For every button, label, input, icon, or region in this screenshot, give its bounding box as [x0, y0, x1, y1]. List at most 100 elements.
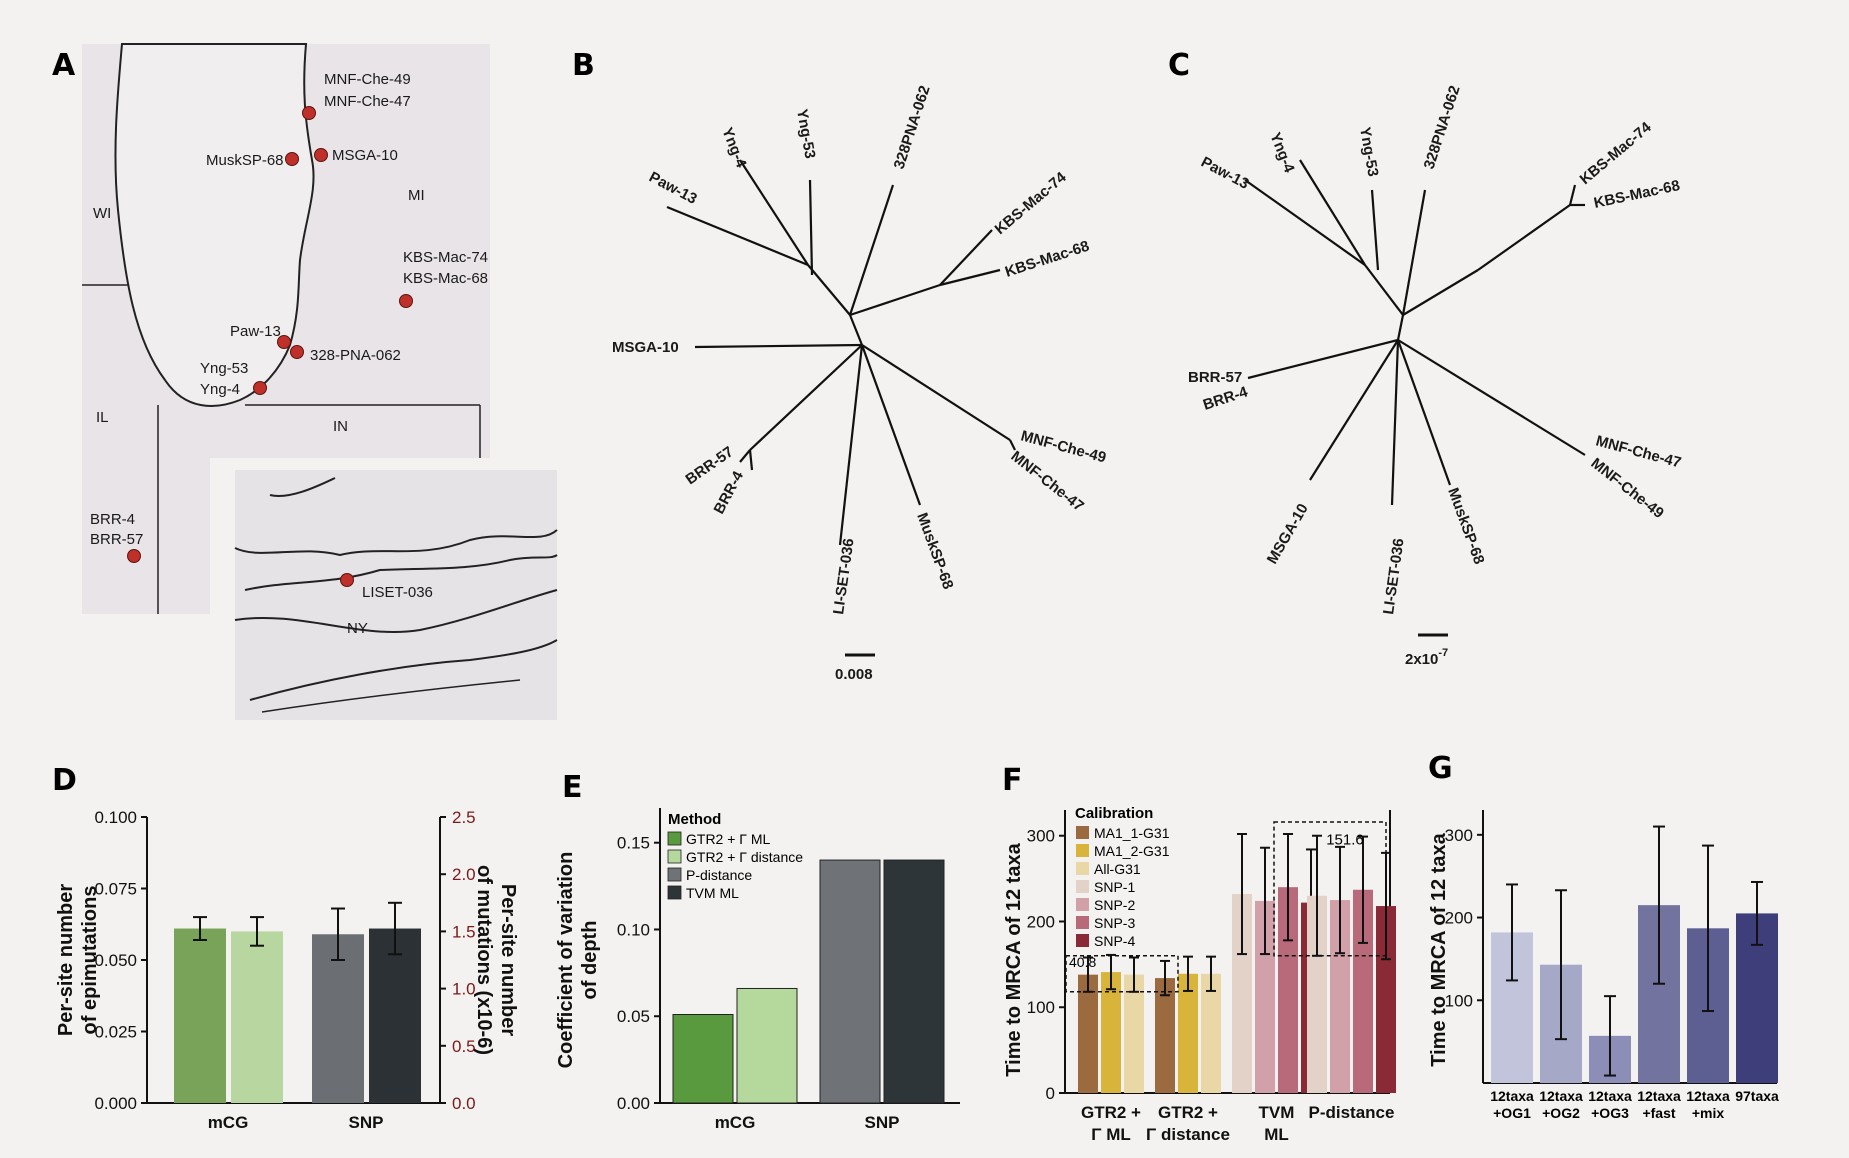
panel-letter-a: A: [52, 48, 76, 83]
legend-swatch: [1076, 898, 1089, 911]
y-tick-label-right: 0.0: [452, 1094, 476, 1113]
y-tick-label: 100: [1027, 998, 1055, 1017]
legend-label: All-G31: [1094, 861, 1141, 877]
y-tick-label: 0.10: [617, 920, 650, 939]
phylogeny-tree-b: [666, 159, 1016, 657]
legend-swatch: [1076, 934, 1089, 947]
tree-c-tip: MuskSP-68: [1444, 486, 1487, 567]
bar: [1078, 974, 1098, 1093]
y-tick-label-right: 1.5: [452, 922, 476, 941]
bar: [369, 928, 421, 1103]
chart-e: 0.00 0.05 0.10 0.15 mCG SNP Method GTR2 + Γ ML G…: [555, 808, 960, 1132]
map-site-msga: MSGA-10: [314, 147, 398, 164]
panel-letter-c: C: [1168, 48, 1190, 83]
legend-label: P-distance: [686, 867, 752, 883]
y-tick-label: 300: [1027, 827, 1055, 846]
legend-label: TVM ML: [686, 885, 739, 901]
tree-c-tip: KBS-Mac-74: [1577, 118, 1655, 188]
svg-text:MSGA-10: MSGA-10: [332, 147, 398, 164]
map-site-yng: Yng-53 Yng-4: [200, 360, 267, 398]
y-axis-title: Time to MRCA of 12 taxa: [1003, 842, 1025, 1076]
legend-swatch: [1076, 880, 1089, 893]
legend-swatch: [1076, 916, 1089, 929]
map-site-328pna: 328-PNA-062: [290, 345, 401, 364]
ny-inset: [235, 470, 557, 720]
tree-b-tip: Yng-53: [793, 108, 818, 160]
map-site-liset: LISET-036: [340, 573, 433, 601]
y-tick-label: 200: [1445, 909, 1473, 928]
bar: [1155, 978, 1175, 1093]
x-tick-label: TVM ML: [1259, 1103, 1295, 1144]
x-tick-label: 12taxa +mix: [1686, 1088, 1730, 1121]
svg-text:BRR-57: BRR-57: [90, 531, 143, 548]
svg-text:KBS-Mac-74: KBS-Mac-74: [403, 249, 488, 266]
y-axis-title: Per-site number of epimutations: [55, 884, 101, 1036]
bar: [174, 928, 226, 1103]
y-tick-label: 0.100: [94, 808, 137, 827]
x-tick-label: mCG: [715, 1113, 756, 1132]
bar: [1178, 973, 1198, 1093]
legend-swatch: [667, 885, 682, 900]
legend-swatch: [667, 849, 682, 864]
panel-letter-e: E: [562, 770, 583, 805]
legend-swatch: [1076, 862, 1089, 875]
svg-text:Yng-4: Yng-4: [200, 381, 240, 398]
bar: [1124, 974, 1144, 1093]
chart-d: 0.000 0.025 0.050 0.075 0.100 0.0 0.5 1.0 1.5 2.0…: [55, 808, 519, 1132]
x-tick-label: 12taxa +OG2: [1539, 1088, 1583, 1121]
annotation-box: [1273, 821, 1387, 957]
y-tick-label: 100: [1445, 991, 1473, 1010]
y-tick-label: 0.05: [617, 1007, 650, 1026]
tree-c-tip: KBS-Mac-68: [1592, 177, 1681, 212]
tree-b-tip: MuskSP-68: [913, 511, 956, 592]
bar: [1278, 887, 1298, 1093]
legend-label: MA1_1-G31: [1094, 825, 1170, 841]
y-axis-title: Coefficient of variation of depth: [555, 852, 601, 1069]
x-tick-label: P-distance: [1309, 1103, 1395, 1122]
svg-text:Yng-53: Yng-53: [200, 360, 248, 377]
svg-text:BRR-4: BRR-4: [90, 511, 135, 528]
map-site-kbs: KBS-Mac-74 KBS-Mac-68: [399, 249, 488, 308]
map-site-musksp: MuskSP-68: [206, 152, 299, 169]
bar: [231, 931, 283, 1103]
svg-text:328-PNA-062: 328-PNA-062: [310, 347, 401, 364]
annotation-label: 151.6: [1326, 831, 1364, 848]
y-tick-label: 0.050: [94, 951, 137, 970]
phylogeny-tree-c: [1244, 159, 1586, 637]
panel-letter-d: D: [52, 763, 77, 798]
legend-label: SNP-2: [1094, 897, 1135, 913]
tree-c-tip: MSGA-10: [1264, 501, 1312, 567]
tree-b-tip: Paw-13: [646, 169, 700, 208]
legend-label: GTR2 + Γ distance: [686, 849, 803, 865]
y-tick-label: 300: [1445, 826, 1473, 845]
legend-label: MA1_2-G31: [1094, 843, 1170, 859]
tree-c-tip: BRR-4: [1201, 383, 1250, 414]
y-tick-label: 200: [1027, 912, 1055, 931]
svg-text:LISET-036: LISET-036: [362, 584, 433, 601]
y-tick-label-right: 2.0: [452, 865, 476, 884]
tree-b-tip: LI-SET-036: [830, 537, 858, 615]
bar: [1307, 895, 1327, 1093]
tree-b-scale: 0.008: [835, 666, 873, 683]
y-tick-label: 0: [1046, 1084, 1055, 1103]
legend-swatch: [667, 831, 682, 846]
map-site-mnf: MNF-Che-49 MNF-Che-47: [302, 71, 411, 120]
bar: [883, 859, 945, 1104]
map-site-brr: BRR-4 BRR-57: [90, 511, 143, 563]
tree-b-tip: KBS-Mac-74: [992, 168, 1070, 238]
legend-label: SNP-3: [1094, 915, 1135, 931]
panel-letter-f: F: [1002, 763, 1023, 798]
bar: [1232, 894, 1252, 1093]
svg-text:MNF-Che-47: MNF-Che-47: [324, 93, 411, 110]
x-tick-label: GTR2 + Γ distance: [1146, 1103, 1230, 1144]
legend-label: SNP-4: [1094, 933, 1135, 949]
tree-b-labels: Paw-13 Yng-4 Yng-53 328PNA-062 KBS-Mac-7…: [612, 84, 1108, 683]
panel-letter-b: B: [572, 48, 595, 83]
state-label-il: IL: [96, 409, 109, 426]
svg-text:MNF-Che-49: MNF-Che-49: [324, 71, 411, 88]
y-axis-title-right: Per-site numberof mutations (x10-6): [473, 865, 519, 1055]
y-tick-label: 0.000: [94, 1094, 137, 1113]
tree-c-tip: Yng-53: [1356, 126, 1381, 178]
